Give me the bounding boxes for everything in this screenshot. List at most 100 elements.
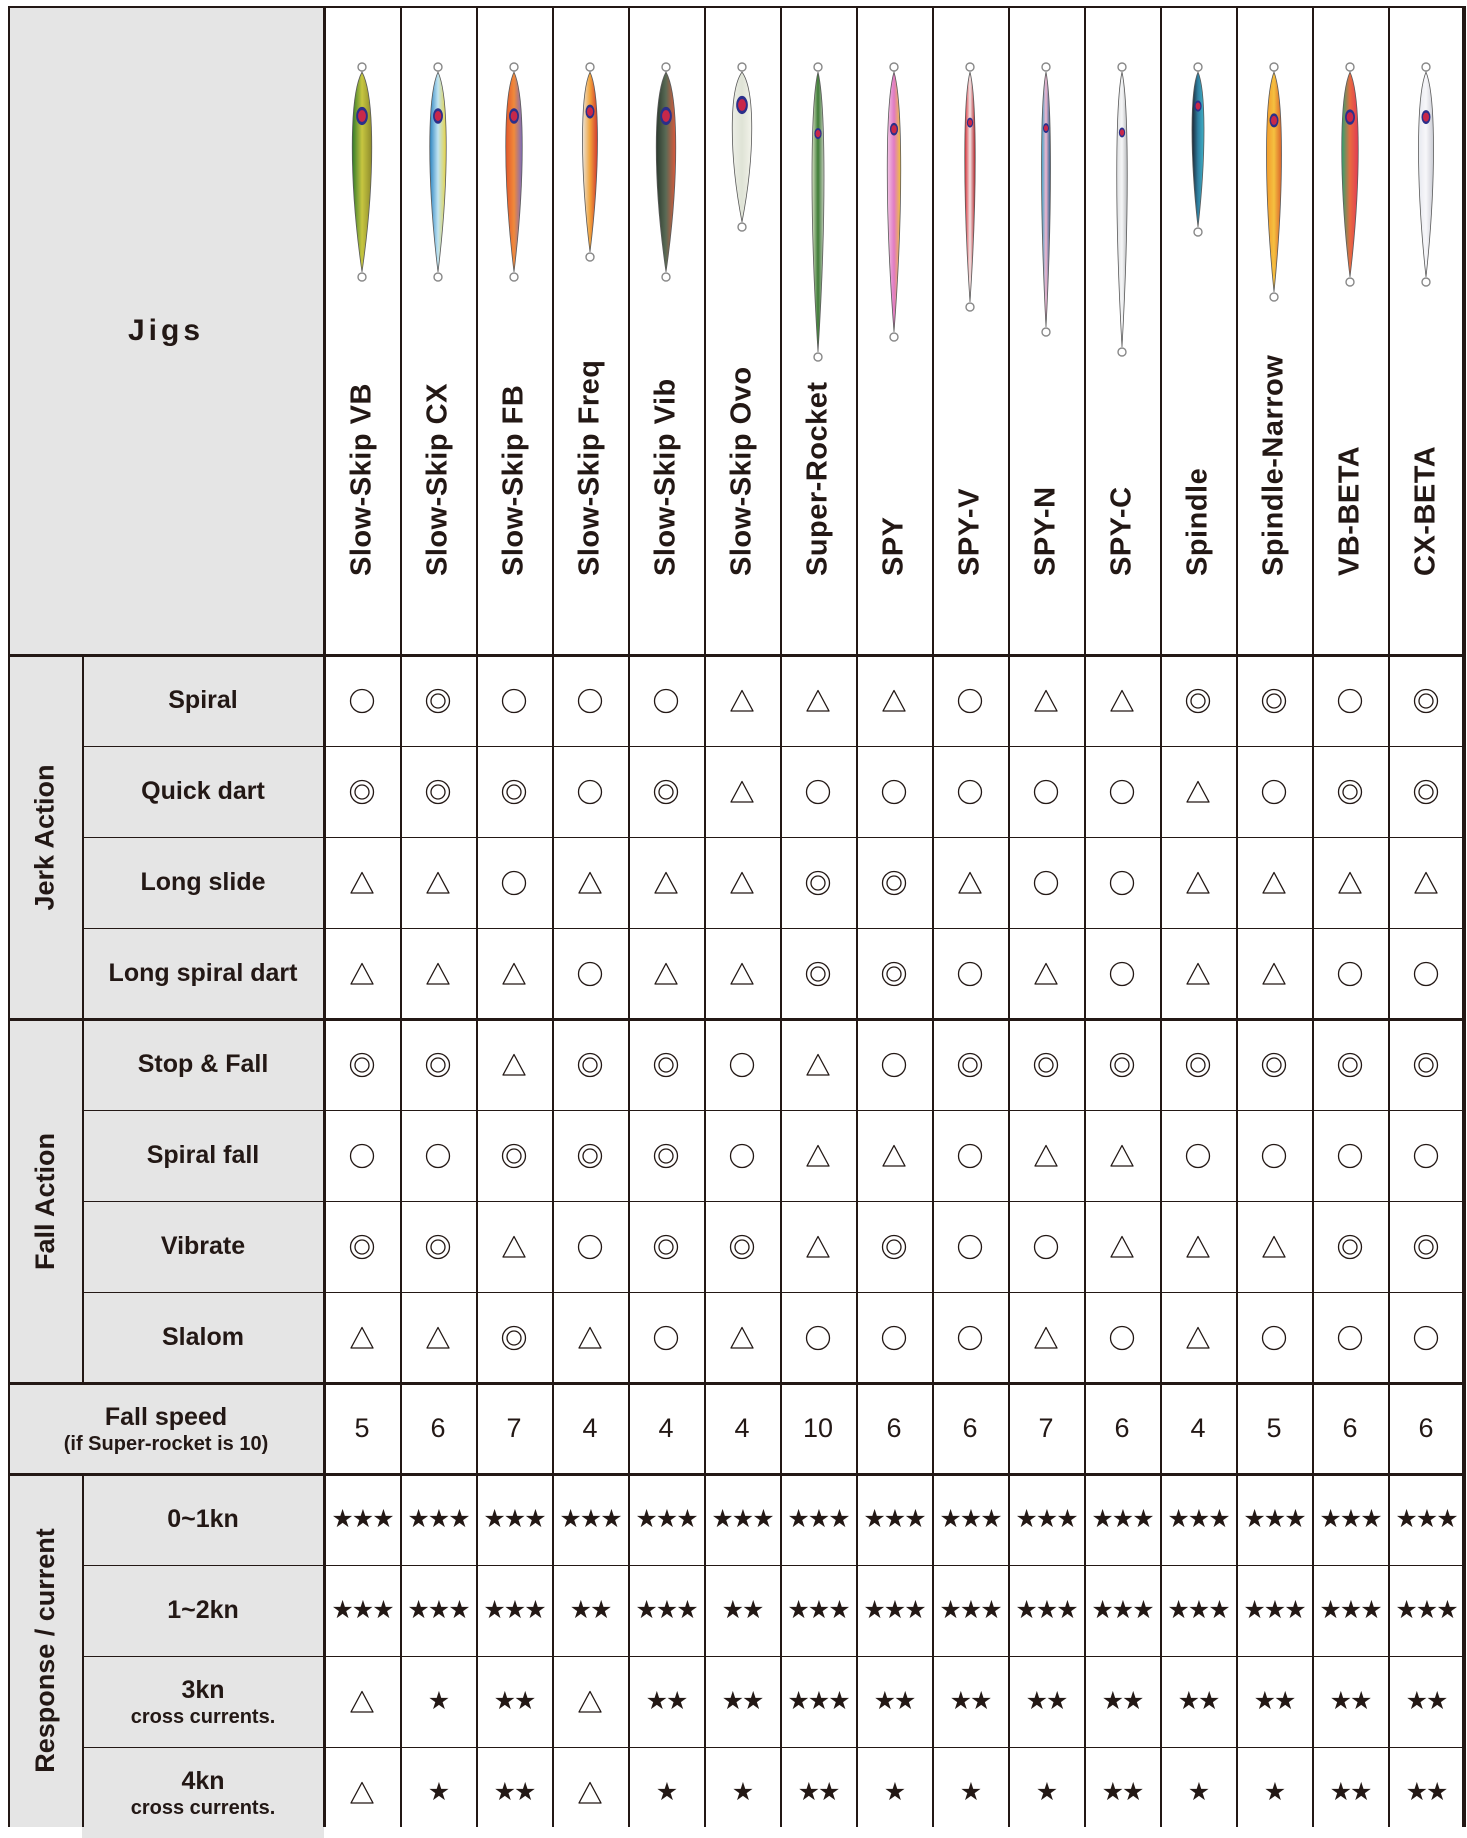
- double-circle-icon: [1185, 688, 1211, 713]
- rating-cell: ★★: [1388, 1656, 1464, 1747]
- jig-column-header[interactable]: SPY: [856, 6, 932, 655]
- jig-column-header[interactable]: Slow-Skip VB: [324, 6, 400, 655]
- circle-icon: [957, 688, 983, 713]
- star-rating: ★★: [493, 1687, 537, 1715]
- jig-column-header[interactable]: Super-Rocket: [780, 6, 856, 655]
- rating-cell: ★★★: [932, 1565, 1008, 1656]
- rating-cell: [628, 1110, 704, 1201]
- double-circle-icon: [349, 779, 375, 804]
- rating-cell: ★: [628, 1747, 704, 1838]
- circle-icon: [425, 1143, 451, 1168]
- double-circle-icon: [653, 1052, 679, 1077]
- rating-cell: [1084, 837, 1160, 928]
- triangle-icon: [350, 1326, 374, 1349]
- triangle-icon: [502, 1053, 526, 1076]
- star-rating: ★★: [493, 1778, 537, 1806]
- jig-column-header[interactable]: Slow-Skip Vib: [628, 6, 704, 655]
- star-rating: ★★★: [1091, 1505, 1154, 1533]
- double-circle-icon: [425, 1234, 451, 1259]
- row-label-cell: 4kn cross currents.: [82, 1747, 324, 1838]
- rating-cell: [476, 928, 552, 1019]
- triangle-icon: [730, 1326, 754, 1349]
- fall-speed-value: 7: [476, 1383, 552, 1474]
- jig-column-header[interactable]: Spindle-Narrow: [1236, 6, 1312, 655]
- triangle-icon: [1338, 871, 1362, 894]
- rating-cell: [1160, 1292, 1236, 1383]
- rating-cell: [324, 746, 400, 837]
- jig-lure-image: [731, 62, 753, 232]
- jig-column-header[interactable]: Slow-Skip Ovo: [704, 6, 780, 655]
- fall-speed-number: 4: [582, 1413, 598, 1443]
- rating-cell: [1160, 746, 1236, 837]
- triangle-icon: [1186, 1235, 1210, 1258]
- rating-cell: ★★: [1084, 1656, 1160, 1747]
- grid-line: [82, 1656, 1464, 1658]
- rating-cell: ★★★: [324, 1565, 400, 1656]
- rating-cell: ★★★: [628, 1565, 704, 1656]
- row-label-cell: Stop & Fall: [82, 1019, 324, 1110]
- circle-icon: [957, 1234, 983, 1259]
- circle-icon: [1185, 1143, 1211, 1168]
- circle-icon: [349, 1143, 375, 1168]
- fall-speed-value: 6: [1388, 1383, 1464, 1474]
- rating-cell: [932, 837, 1008, 928]
- circle-icon: [1109, 1325, 1135, 1350]
- jig-column-header[interactable]: Slow-Skip Freq: [552, 6, 628, 655]
- star-rating: ★★★: [1243, 1596, 1306, 1624]
- rating-cell: [1160, 1019, 1236, 1110]
- triangle-icon: [1186, 962, 1210, 985]
- rating-cell: [1236, 837, 1312, 928]
- rating-cell: [1388, 928, 1464, 1019]
- jig-column-header[interactable]: SPY-C: [1084, 6, 1160, 655]
- jig-column-header[interactable]: Spindle: [1160, 6, 1236, 655]
- triangle-icon: [1186, 780, 1210, 803]
- star-rating: ★★★: [711, 1505, 774, 1533]
- grid-line: [1236, 6, 1238, 1827]
- rating-cell: ★★★: [1160, 1474, 1236, 1565]
- rating-cell: [1008, 1019, 1084, 1110]
- jig-column-header[interactable]: Slow-Skip CX: [400, 6, 476, 655]
- triangle-icon: [882, 1144, 906, 1167]
- rating-cell: [400, 1292, 476, 1383]
- rating-cell: ★★★: [476, 1565, 552, 1656]
- rating-cell: [476, 837, 552, 928]
- jig-lure-image: [1266, 62, 1282, 302]
- jig-column-header[interactable]: SPY-N: [1008, 6, 1084, 655]
- rating-cell: [1008, 1292, 1084, 1383]
- grid-line: [1464, 6, 1466, 1827]
- rating-cell: ★★: [1312, 1747, 1388, 1838]
- grid-line: [82, 1110, 1464, 1112]
- grid-line: [82, 1292, 1464, 1294]
- fall-speed-number: 5: [1266, 1413, 1282, 1443]
- circle-icon: [1109, 779, 1135, 804]
- row-label: Quick dart: [141, 777, 265, 805]
- rating-cell: [400, 1110, 476, 1201]
- rating-cell: [1388, 837, 1464, 928]
- grid-line: [8, 6, 1464, 8]
- rating-cell: [780, 928, 856, 1019]
- jig-column-header[interactable]: Slow-Skip FB: [476, 6, 552, 655]
- row-label-cell: Spiral fall: [82, 1110, 324, 1201]
- fall-speed-value: 6: [1312, 1383, 1388, 1474]
- jig-column-header[interactable]: VB-BETA: [1312, 6, 1388, 655]
- star-rating: ★★★: [331, 1596, 394, 1624]
- rating-cell: ★: [1008, 1747, 1084, 1838]
- grid-line: [82, 1474, 84, 1827]
- jig-column-header[interactable]: SPY-V: [932, 6, 1008, 655]
- double-circle-icon: [805, 870, 831, 895]
- rating-cell: [628, 837, 704, 928]
- jig-name: Slow-Skip VB: [345, 383, 378, 576]
- rating-cell: [628, 1292, 704, 1383]
- triangle-icon: [1186, 871, 1210, 894]
- group-label-cell: Response / current: [8, 1474, 82, 1827]
- rating-cell: [1084, 928, 1160, 1019]
- rating-cell: [476, 1110, 552, 1201]
- rating-cell: ★★★: [324, 1474, 400, 1565]
- rating-cell: [1084, 1201, 1160, 1292]
- rating-cell: [1312, 1019, 1388, 1110]
- jig-name: SPY-N: [1029, 486, 1062, 576]
- rating-cell: [324, 837, 400, 928]
- jig-column-header[interactable]: CX-BETA: [1388, 6, 1464, 655]
- star-rating: ★★: [1253, 1687, 1297, 1715]
- group-label-cell: Jerk Action: [8, 655, 82, 1019]
